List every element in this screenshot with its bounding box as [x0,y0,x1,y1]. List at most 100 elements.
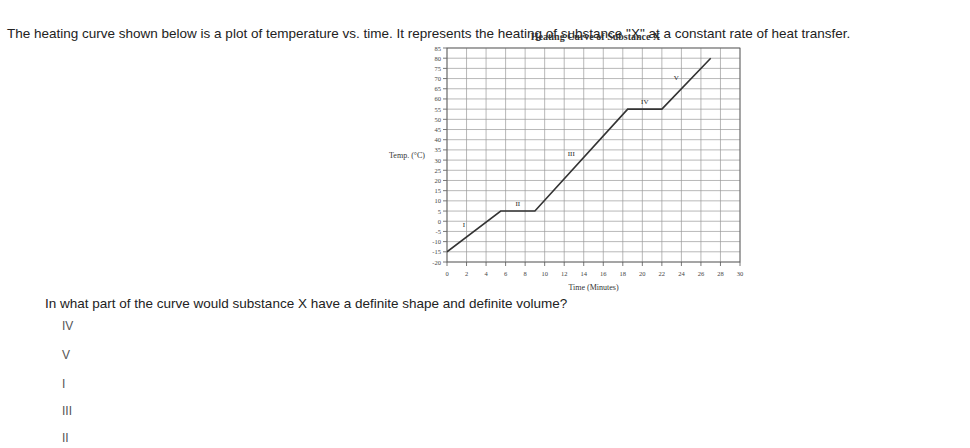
x-tick-label: 12 [561,270,568,277]
y-tick-label: 0 [438,218,441,225]
x-tick-label: 8 [524,270,527,277]
y-tick [443,129,447,130]
y-tick-label: 30 [435,157,442,164]
x-tick-label: 22 [659,270,666,277]
x-tick-label: 0 [445,270,448,277]
x-grid-line [466,48,467,262]
heating-curve [447,58,711,252]
y-tick-label: 85 [435,45,442,52]
segment-label: IV [641,98,648,106]
y-tick [443,58,447,59]
x-tick [525,262,526,266]
y-grid-line [447,88,740,89]
x-grid-line [603,48,604,262]
x-grid-line [622,48,623,262]
x-tick [486,262,487,266]
x-tick [603,262,604,266]
y-tick-label: 25 [435,167,442,174]
y-tick [443,251,447,252]
answer-option[interactable]: II [62,431,69,445]
x-tick-label: 4 [484,270,488,277]
y-tick [443,241,447,242]
answer-option[interactable]: I [62,377,65,391]
x-tick [740,262,741,266]
y-tick [443,200,447,201]
segment-label: V [674,74,679,82]
y-grid-line [447,231,740,232]
x-grid-line [486,48,487,262]
y-tick [443,211,447,212]
x-tick-label: 28 [717,270,724,277]
header-text: The heating curve shown below is a plot … [7,26,850,41]
answer-option[interactable]: IV [62,319,73,333]
y-grid-line [447,98,740,99]
x-tick-label: 30 [737,270,744,277]
x-grid-line [642,48,643,262]
x-tick [583,262,584,266]
y-tick [443,160,447,161]
y-tick-label: -10 [432,238,441,245]
y-tick-label: 5 [438,208,441,215]
y-grid-line [447,200,740,201]
x-tick [642,262,643,266]
x-tick [622,262,623,266]
x-tick-label: 26 [698,270,705,277]
x-tick-label: 16 [600,270,607,277]
x-grid-line [700,48,701,262]
x-tick-label: 14 [580,270,587,277]
y-tick [443,149,447,150]
y-grid-line [447,211,740,212]
y-tick [443,262,447,263]
y-grid-line [447,129,740,130]
x-tick-label: 20 [639,270,646,277]
plot-data [447,58,711,252]
y-tick [443,190,447,191]
y-tick-label: 15 [435,187,442,194]
y-tick [443,48,447,49]
segment-label: II [515,200,520,208]
x-tick-label: 2 [465,270,468,277]
y-tick [443,98,447,99]
y-tick [443,231,447,232]
y-grid-line [447,68,740,69]
y-tick-label: 10 [435,197,442,204]
answer-option[interactable]: V [62,348,70,362]
y-grid-line [447,190,740,191]
x-grid-line [544,48,545,262]
x-grid-line [564,48,565,262]
question-text: In what part of the curve would substanc… [45,296,567,311]
page: The heating curve shown below is a plot … [0,0,970,448]
x-tick-label: 10 [541,270,548,277]
y-axis-label: Temp. (°C) [389,151,425,160]
y-grid-line [447,251,740,252]
y-tick-label: 60 [435,95,442,102]
y-tick [443,221,447,222]
segment-label: III [568,150,576,158]
y-tick [443,78,447,79]
y-tick-label: 20 [435,177,442,184]
y-tick [443,68,447,69]
y-tick [443,119,447,120]
y-grid-line [447,241,740,242]
answer-option[interactable]: III [62,404,72,418]
y-tick-label: 65 [435,85,442,92]
y-tick [443,170,447,171]
y-tick-label: 40 [435,136,442,143]
y-tick-label: -5 [436,228,441,235]
y-tick-label: 80 [435,55,442,62]
x-tick [681,262,682,266]
x-tick [564,262,565,266]
x-tick [661,262,662,266]
x-tick [544,262,545,266]
segment-label: I [463,221,466,229]
y-tick-label: 55 [435,106,442,113]
y-tick [443,109,447,110]
x-tick [700,262,701,266]
y-tick-label: 70 [435,75,442,82]
x-grid-line [525,48,526,262]
x-axis-label: Time (Minutes) [568,283,618,292]
plot-frame [447,48,740,262]
x-tick-label: 6 [504,270,508,277]
chart-title: Heating Curve of Substance X [531,31,661,42]
y-tick [443,88,447,89]
